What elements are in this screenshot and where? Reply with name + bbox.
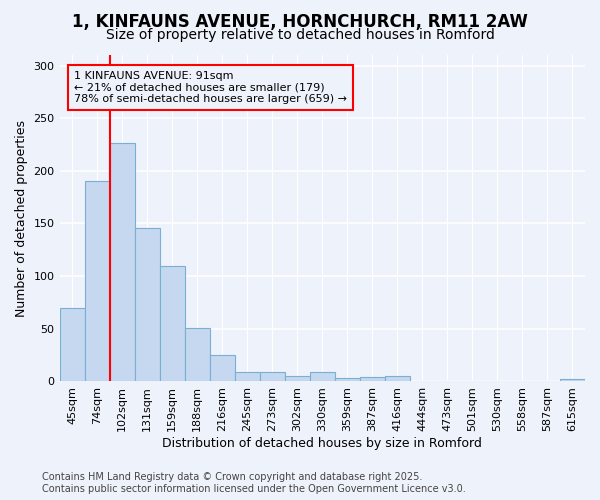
Bar [134,228,160,382]
Bar [85,182,110,382]
Bar [110,144,134,382]
Bar [310,372,335,382]
Bar [560,380,585,382]
Bar [185,328,209,382]
Bar [235,372,260,382]
Text: 1 KINFAUNS AVENUE: 91sqm
← 21% of detached houses are smaller (179)
78% of semi-: 1 KINFAUNS AVENUE: 91sqm ← 21% of detach… [74,71,347,104]
Bar [335,378,360,382]
Bar [260,372,285,382]
Text: Contains HM Land Registry data © Crown copyright and database right 2025.
Contai: Contains HM Land Registry data © Crown c… [42,472,466,494]
Bar [385,376,410,382]
Y-axis label: Number of detached properties: Number of detached properties [15,120,28,316]
Bar [209,355,235,382]
Text: Size of property relative to detached houses in Romford: Size of property relative to detached ho… [106,28,494,42]
Text: 1, KINFAUNS AVENUE, HORNCHURCH, RM11 2AW: 1, KINFAUNS AVENUE, HORNCHURCH, RM11 2AW [72,12,528,30]
Bar [285,376,310,382]
Bar [59,308,85,382]
X-axis label: Distribution of detached houses by size in Romford: Distribution of detached houses by size … [163,437,482,450]
Bar [160,266,185,382]
Bar [360,377,385,382]
